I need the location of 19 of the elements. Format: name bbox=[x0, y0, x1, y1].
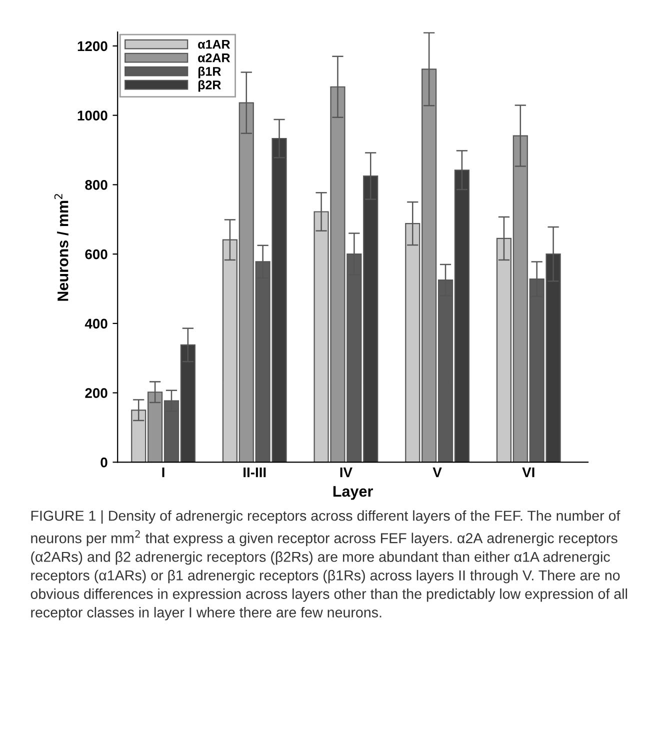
legend-label: α1AR bbox=[198, 40, 230, 49]
y-axis-title: Neurons / mm$^{2}$ bbox=[54, 194, 68, 301]
y-tick-label: 200 bbox=[85, 388, 108, 398]
legend-label: β2R bbox=[198, 80, 221, 92]
caption: FIGURE 1 | Density of adrenergic receptors across different layers of the FEF. The number of neurons per mm$^{2}$ that express a given receptor across FEF layers. α2A adrenergic receptors (α2ARs) and β2 adrenergic receptors (β2Rs) are more abundant than either α1A adrenergic receptors (α1ARs) or β1 adrenergic receptors (β1Rs) across layers II through V. There are no obvious differences in expression across layers other than the predictably low expression of all receptor classes in layer I where there are few neurons. bbox=[30, 510, 628, 620]
y-tick-label: 1200 bbox=[78, 41, 108, 52]
x-axis-title: Layer bbox=[333, 486, 373, 500]
x-tick-label: II-III bbox=[244, 468, 266, 478]
y-tick-label: 0 bbox=[100, 458, 108, 468]
x-tick-label: I bbox=[162, 468, 164, 478]
legend-label: α2AR bbox=[198, 53, 230, 62]
y-tick-label: 600 bbox=[85, 249, 108, 260]
y-tick-label: 800 bbox=[85, 180, 108, 190]
x-tick-label: IV bbox=[340, 468, 352, 478]
y-tick-label: 400 bbox=[84, 318, 108, 329]
y-tick-label: 1000 bbox=[78, 110, 108, 120]
legend-label: β1R bbox=[198, 66, 221, 78]
x-tick-label: VI bbox=[522, 468, 534, 478]
x-tick-label: V bbox=[432, 468, 442, 478]
